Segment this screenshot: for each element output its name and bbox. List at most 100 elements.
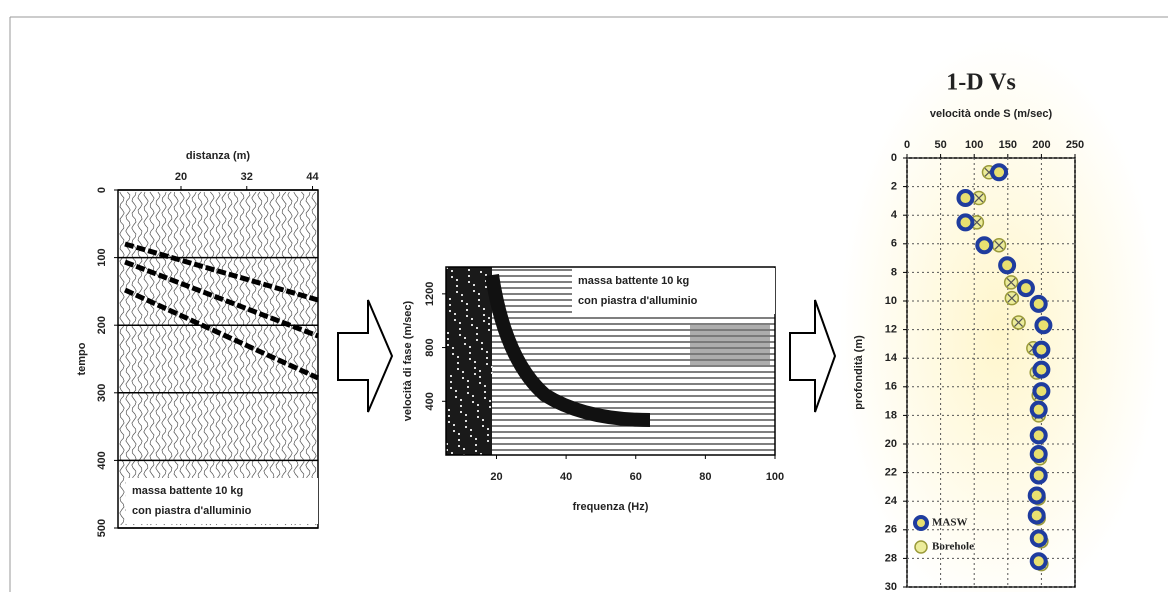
image-speck — [448, 421, 450, 423]
image-speck — [486, 357, 488, 359]
image-speck — [472, 401, 474, 403]
masw-point — [1032, 554, 1046, 568]
masw-point — [1019, 281, 1033, 295]
image-speck — [462, 377, 464, 379]
figure: 2032440100200300400500distanza (m)tempom… — [0, 0, 1168, 592]
borehole-point — [993, 239, 1006, 252]
image-speck — [455, 390, 457, 392]
y-tick-label: 800 — [424, 338, 436, 356]
image-speck — [483, 308, 485, 310]
x-axis-label: distanza (m) — [186, 150, 251, 162]
image-speck — [467, 392, 469, 394]
image-speck — [475, 438, 477, 440]
y-tick-label: 10 — [885, 295, 897, 307]
y-tick-label: 30 — [885, 581, 897, 592]
image-speck — [479, 376, 481, 378]
image-speck — [455, 396, 457, 398]
masw-point — [1034, 384, 1048, 398]
image-speck — [473, 290, 475, 292]
masw-point — [1032, 468, 1046, 482]
image-speck — [488, 329, 490, 331]
image-speck — [451, 270, 453, 272]
image-speck — [447, 338, 449, 340]
image-speck — [459, 328, 461, 330]
masw-point — [992, 165, 1006, 179]
image-speck — [463, 448, 465, 450]
image-speck — [461, 294, 463, 296]
y-tick-label: 0 — [891, 152, 897, 164]
image-speck — [471, 324, 473, 326]
image-speck — [456, 291, 458, 293]
x-tick-label: 0 — [904, 139, 910, 151]
annotation: massa battente 10 kg — [578, 275, 689, 287]
image-speck — [452, 353, 454, 355]
image-speck — [448, 415, 450, 417]
legend-marker — [915, 541, 927, 553]
y-tick-label: 200 — [96, 316, 108, 334]
y-tick-label: 1200 — [424, 282, 436, 306]
image-speck — [484, 385, 486, 387]
image-speck — [465, 420, 467, 422]
masw-point — [1032, 531, 1046, 545]
x-tick-label: 100 — [965, 139, 983, 151]
masw-point — [977, 238, 991, 252]
x-tick-label: 80 — [699, 471, 711, 483]
image-speck — [485, 286, 487, 288]
x-tick-label: 44 — [306, 171, 319, 183]
annotation: massa battente 10 kg — [132, 485, 243, 497]
x-tick-label: 60 — [630, 471, 642, 483]
image-speck — [491, 372, 493, 374]
image-speck — [467, 380, 469, 382]
borehole-point — [1005, 276, 1018, 289]
x-tick-label: 50 — [934, 139, 946, 151]
image-speck — [465, 414, 467, 416]
y-tick-label: 6 — [891, 238, 897, 250]
image-speck — [479, 370, 481, 372]
image-speck — [484, 391, 486, 393]
image-speck — [464, 337, 466, 339]
x-tick-label: 40 — [560, 471, 572, 483]
x-tick-label: 20 — [490, 471, 502, 483]
image-speck — [482, 419, 484, 421]
masw-point — [1030, 509, 1044, 523]
y-tick-label: 12 — [885, 324, 897, 336]
y-tick-label: 20 — [885, 438, 897, 450]
image-speck — [447, 332, 449, 334]
y-tick-label: 300 — [96, 384, 108, 402]
image-speck — [453, 430, 455, 432]
borehole-point — [1012, 316, 1025, 329]
image-speck — [480, 271, 482, 273]
y-tick-label: 500 — [96, 519, 108, 537]
image-speck — [481, 348, 483, 350]
y-tick-label: 14 — [885, 352, 898, 364]
image-speck — [460, 399, 462, 401]
masw-point — [1030, 488, 1044, 502]
image-speck — [474, 361, 476, 363]
image-speck — [450, 375, 452, 377]
y-axis-label: tempo — [76, 342, 88, 375]
image-speck — [457, 356, 459, 358]
y-tick-label: 8 — [891, 266, 897, 278]
y-tick-label: 0 — [96, 187, 108, 193]
image-speck — [473, 284, 475, 286]
image-speck — [487, 434, 489, 436]
masw-point — [1034, 343, 1048, 357]
x-tick-label: 250 — [1066, 139, 1084, 151]
image-speck — [472, 395, 474, 397]
image-speck — [477, 404, 479, 406]
borehole-point — [1005, 292, 1018, 305]
image-speck — [488, 323, 490, 325]
y-axis-label: profondità (m) — [853, 335, 865, 410]
legend-label: Borehole — [932, 541, 974, 553]
x-axis-label: frequenza (Hz) — [573, 501, 649, 513]
y-tick-label: 2 — [891, 181, 897, 193]
image-speck — [457, 362, 459, 364]
y-tick-label: 4 — [891, 209, 898, 221]
image-speck — [469, 358, 471, 360]
image-speck — [475, 450, 477, 452]
image-speck — [466, 315, 468, 317]
image-speck — [467, 386, 469, 388]
masw-point — [958, 191, 972, 205]
annotation: con piastra d'alluminio — [578, 295, 698, 307]
y-tick-label: 26 — [885, 524, 897, 536]
